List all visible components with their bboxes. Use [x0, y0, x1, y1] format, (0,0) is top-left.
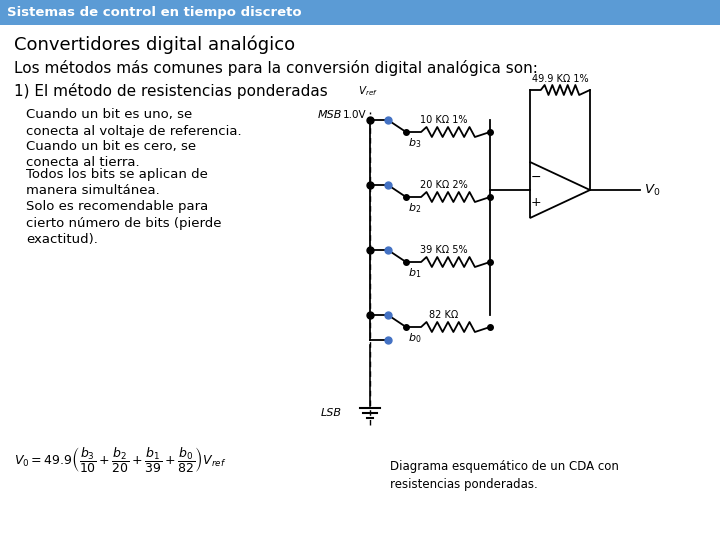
Text: $b_2$: $b_2$	[408, 201, 421, 215]
Text: Solo es recomendable para
cierto número de bits (pierde
exactitud).: Solo es recomendable para cierto número …	[26, 200, 222, 246]
Text: $b_0$: $b_0$	[408, 331, 421, 345]
Text: $b_3$: $b_3$	[408, 136, 421, 150]
Text: Cuando un bit es uno, se
conecta al voltaje de referencia.: Cuando un bit es uno, se conecta al volt…	[26, 108, 242, 138]
Text: Sistemas de control en tiempo discreto: Sistemas de control en tiempo discreto	[7, 6, 302, 19]
Text: $V_0$: $V_0$	[644, 183, 660, 198]
Text: 10 KΩ 1%: 10 KΩ 1%	[420, 115, 467, 125]
Text: Los métodos más comunes para la conversión digital analógica son:: Los métodos más comunes para la conversi…	[14, 60, 538, 76]
Bar	[0, 0, 720, 25]
Text: LSB: LSB	[321, 408, 342, 418]
Text: 39 KΩ 5%: 39 KΩ 5%	[420, 245, 467, 255]
Text: MSB: MSB	[318, 110, 342, 120]
Text: +: +	[531, 196, 541, 209]
Text: 1) El método de resistencias ponderadas: 1) El método de resistencias ponderadas	[14, 83, 328, 99]
Text: $b_1$: $b_1$	[408, 266, 421, 280]
Text: 1.0V: 1.0V	[343, 110, 366, 120]
Text: 20 KΩ 2%: 20 KΩ 2%	[420, 180, 468, 190]
Text: 82 KΩ: 82 KΩ	[429, 310, 459, 320]
Text: $V_{ref}$: $V_{ref}$	[358, 84, 378, 98]
Text: −: −	[531, 171, 541, 184]
Text: $V_0 = 49.9\left(\dfrac{b_3}{10}+\dfrac{b_2}{20}+\dfrac{b_1}{39}+\dfrac{b_0}{82}: $V_0 = 49.9\left(\dfrac{b_3}{10}+\dfrac{…	[14, 446, 226, 475]
Text: Diagrama esquemático de un CDA con
resistencias ponderadas.: Diagrama esquemático de un CDA con resis…	[390, 460, 619, 491]
Text: Todos los bits se aplican de
manera simultánea.: Todos los bits se aplican de manera simu…	[26, 168, 208, 198]
Text: 49.9 KΩ 1%: 49.9 KΩ 1%	[531, 74, 588, 84]
Text: Convertidores digital analógico: Convertidores digital analógico	[14, 35, 295, 53]
Text: Cuando un bit es cero, se
conecta al tierra.: Cuando un bit es cero, se conecta al tie…	[26, 140, 196, 170]
